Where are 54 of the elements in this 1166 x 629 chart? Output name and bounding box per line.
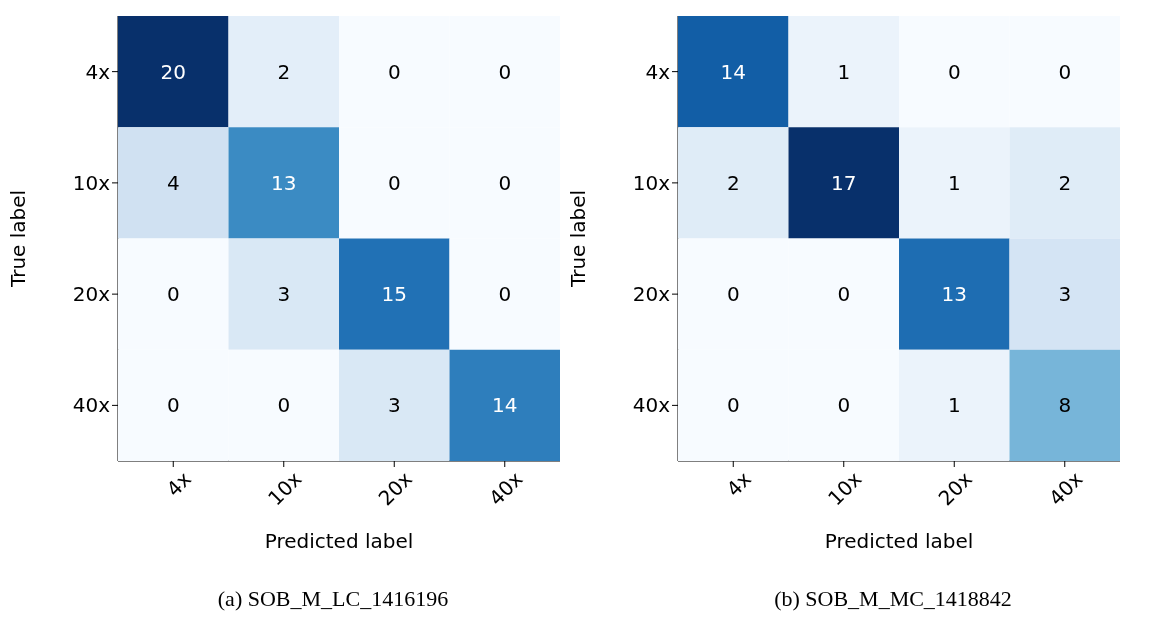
data-label: 0 [166,282,180,307]
data-label: 0 [726,393,740,418]
x-tick-label: 10x [823,466,867,511]
data-label: 0 [837,393,851,418]
x-tick-label: 20x [373,466,417,511]
data-label: 14 [492,393,518,418]
text: (b) SOB_M_MC_1418842 [773,586,1013,612]
x-tick-label: 40x [484,466,528,511]
x-axis-title: Predicted label [264,529,414,553]
y-tick-label: 40x [632,393,671,418]
data-label: 3 [387,393,401,418]
data-label: 13 [941,282,967,307]
x-tick-label: 4x [721,466,756,502]
y-axis-title: True label [566,189,591,289]
data-label: 14 [720,59,746,84]
x-tick-label: 4x [161,466,196,502]
y-tick-label: 10x [632,170,671,195]
data-label: 3 [277,282,291,307]
x-tick-label: 10x [263,466,307,511]
data-label: 0 [1058,59,1072,84]
data-label: 1 [947,393,961,418]
y-axis-title: True label [6,189,31,289]
y-tick-label: 10x [72,170,111,195]
data-label: 1 [837,59,851,84]
x-tick-label: 40x [1044,466,1088,511]
data-label: 0 [166,393,180,418]
data-label: 0 [498,170,512,195]
y-tick-label: 40x [72,393,111,418]
data-label: 0 [837,282,851,307]
data-label: 0 [387,59,401,84]
text: (a) SOB_M_LC_1416196 [216,586,450,612]
x-tick-label: 20x [933,466,977,511]
data-label: 2 [277,59,291,84]
data-label: 20 [160,59,186,84]
data-label: 15 [381,282,407,307]
data-label: 0 [498,59,512,84]
y-tick-label: 20x [72,282,111,307]
data-label: 13 [271,170,297,195]
y-tick-label: 4x [645,59,671,84]
y-tick-label: 4x [85,59,111,84]
data-label: 0 [387,170,401,195]
data-label: 2 [726,170,740,195]
data-label: 1 [947,170,961,195]
data-label: 8 [1058,393,1072,418]
data-label: 2 [1058,170,1072,195]
data-label: 3 [1058,282,1072,307]
data-label: 0 [498,282,512,307]
data-label: 0 [947,59,961,84]
data-label: 4 [166,170,180,195]
y-tick-label: 20x [632,282,671,307]
x-axis-title: Predicted label [824,529,974,553]
data-label: 0 [726,282,740,307]
data-label: 17 [831,170,857,195]
data-label: 0 [277,393,291,418]
